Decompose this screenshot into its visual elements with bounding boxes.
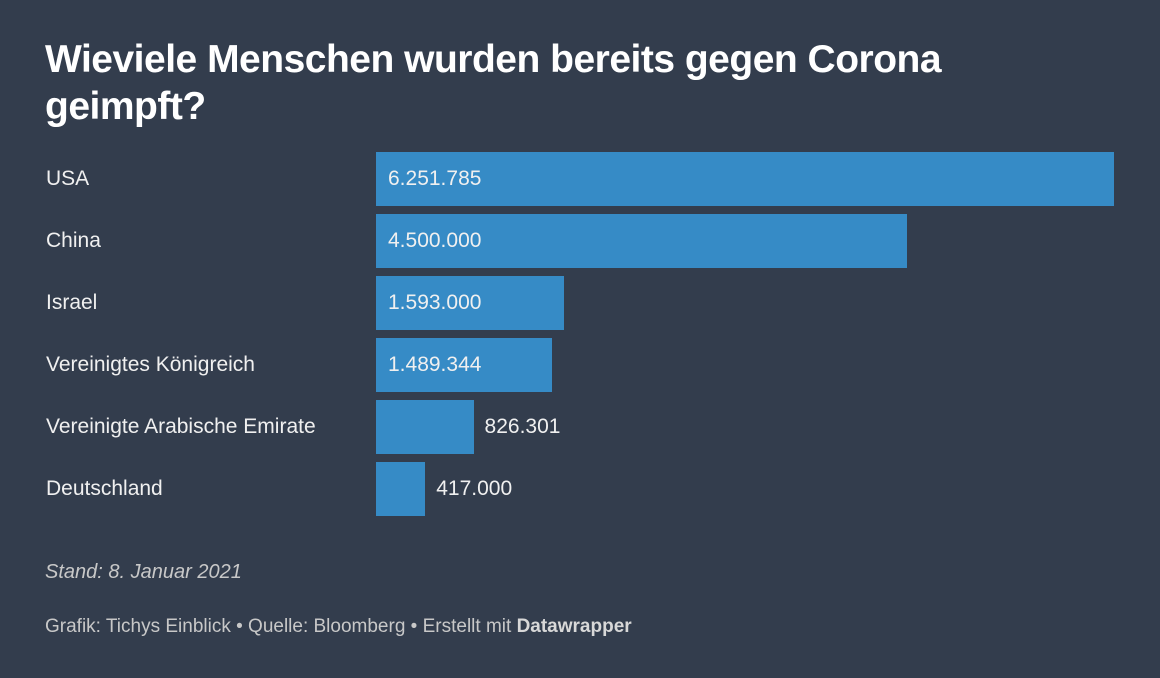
chart-footer: Grafik: Tichys Einblick • Quelle: Bloomb… bbox=[45, 616, 632, 638]
category-label: Deutschland bbox=[46, 477, 163, 500]
category-label: China bbox=[46, 229, 101, 252]
value-label: 1.593.000 bbox=[388, 291, 482, 314]
category-label: Vereinigte Arabische Emirate bbox=[46, 415, 316, 438]
bar-row: Vereinigtes Königreich 1.489.344 bbox=[0, 338, 1160, 392]
bar-row: Israel 1.593.000 bbox=[0, 276, 1160, 330]
bar-row: China 4.500.000 bbox=[0, 214, 1160, 268]
bar-row: USA 6.251.785 bbox=[0, 152, 1160, 206]
bar bbox=[376, 462, 426, 516]
value-label: 4.500.000 bbox=[388, 229, 482, 252]
value-label: 6.251.785 bbox=[388, 167, 482, 190]
bar-row: Deutschland 417.000 bbox=[0, 462, 1160, 516]
category-label: Vereinigtes Königreich bbox=[46, 353, 255, 376]
bar bbox=[376, 214, 908, 268]
footer-brand: Datawrapper bbox=[516, 616, 632, 637]
bar bbox=[376, 338, 552, 392]
chart-title: Wieviele Menschen wurden bereits gegen C… bbox=[45, 38, 942, 128]
value-label: 1.489.344 bbox=[388, 353, 482, 376]
category-label: Israel bbox=[46, 291, 98, 314]
bar bbox=[376, 152, 1114, 206]
chart-note: Stand: 8. Januar 2021 bbox=[45, 561, 242, 583]
value-label: 826.301 bbox=[484, 415, 561, 438]
bar-row: Vereinigte Arabische Emirate 826.301 bbox=[0, 400, 1160, 454]
bar-chart: USA 6.251.785 China 4.500.000 Israel 1.593.00… bbox=[0, 152, 1160, 516]
bar bbox=[376, 276, 565, 330]
footer-credits: Grafik: Tichys Einblick • Quelle: Bloomb… bbox=[45, 616, 512, 637]
value-label: 417.000 bbox=[436, 477, 513, 500]
bar bbox=[376, 400, 474, 454]
category-label: USA bbox=[46, 167, 90, 190]
